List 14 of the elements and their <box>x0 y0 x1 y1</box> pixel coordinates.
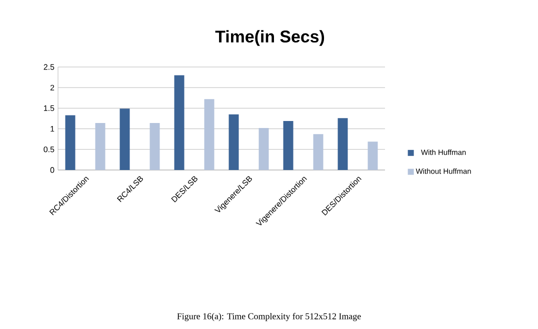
bar <box>65 115 76 170</box>
bar <box>283 120 294 170</box>
bar <box>120 108 130 170</box>
bar <box>368 142 378 170</box>
bar <box>174 75 184 170</box>
bar <box>150 123 160 170</box>
bar <box>313 134 324 170</box>
caption: Figure 16(a): Time Complexity for 512x512 Image <box>177 312 361 322</box>
bar <box>204 99 214 170</box>
bar <box>338 118 348 170</box>
bar <box>95 123 106 170</box>
chart-title: Time(in Secs) <box>215 30 324 46</box>
bar <box>228 114 239 170</box>
bar <box>258 128 269 170</box>
